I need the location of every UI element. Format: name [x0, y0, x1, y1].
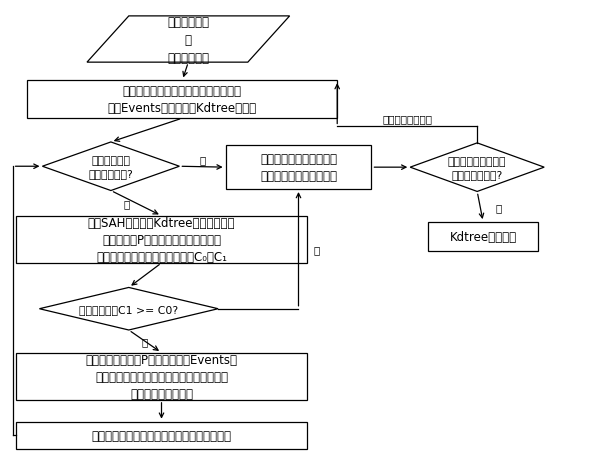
FancyBboxPatch shape	[428, 223, 538, 251]
Text: Kdtree构建结束: Kdtree构建结束	[450, 231, 516, 244]
Polygon shape	[42, 143, 179, 191]
Text: 是: 是	[313, 244, 319, 254]
Text: 判断是否满足C1 >= C0?: 判断是否满足C1 >= C0?	[79, 304, 179, 314]
FancyBboxPatch shape	[226, 146, 371, 190]
FancyBboxPatch shape	[16, 216, 307, 263]
Text: 否: 否	[124, 199, 130, 209]
Text: 是: 是	[199, 155, 205, 165]
Text: 否，继续递归构建: 否，继续递归构建	[382, 114, 432, 124]
FancyBboxPatch shape	[16, 353, 307, 400]
FancyBboxPatch shape	[27, 81, 337, 119]
Text: 基于SAH方法确定Kdtree内部节点的最
优分割平面P，并计算其分别作为叶节
点、内部节点的光线遍历总代价C₀、C₁: 基于SAH方法确定Kdtree内部节点的最 优分割平面P，并计算其分别作为叶节 …	[88, 216, 235, 263]
Polygon shape	[39, 288, 218, 330]
Text: 基于最优分割平面P将内部节点的Events集
合细分至左子节点、右子节点，并初始化其
左子节点、右子节点: 基于最优分割平面P将内部节点的Events集 合细分至左子节点、右子节点，并初始…	[85, 353, 238, 400]
Polygon shape	[87, 17, 290, 63]
Text: 是: 是	[495, 202, 501, 212]
Text: 将节点设为叶节点，并统
计其包含的基本对象集合: 将节点设为叶节点，并统 计其包含的基本对象集合	[260, 153, 337, 183]
FancyBboxPatch shape	[16, 422, 307, 450]
Text: 判断是否满足
构建终止条件?: 判断是否满足 构建终止条件?	[88, 155, 133, 178]
Text: 基于虚拟植被场景或单树几何模型数据
生成Events集合，构建Kdtree根节点: 基于虚拟植被场景或单树几何模型数据 生成Events集合，构建Kdtree根节点	[108, 85, 257, 115]
Text: 依次递归构建内部节点的左子节点、右子节点: 依次递归构建内部节点的左子节点、右子节点	[91, 429, 232, 442]
Text: 虚拟植被场景
或
单树几何模型: 虚拟植被场景 或 单树几何模型	[167, 15, 210, 64]
Polygon shape	[410, 144, 544, 192]
Text: 判断是否结束所有内
部节点递归构建?: 判断是否结束所有内 部节点递归构建?	[448, 156, 506, 179]
Text: 否: 否	[142, 337, 148, 347]
